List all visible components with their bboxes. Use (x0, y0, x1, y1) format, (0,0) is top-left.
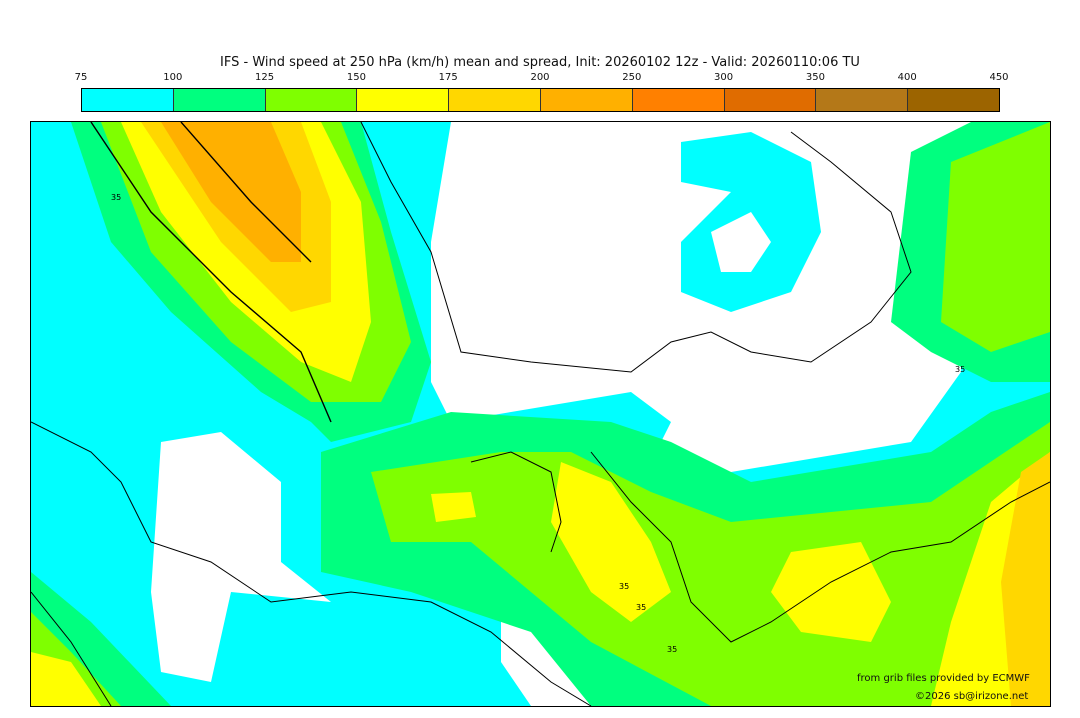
wind-region-200 (161, 122, 301, 262)
colorbar-tick-label: 75 (74, 72, 88, 83)
colorbar-tick-label: 450 (989, 72, 1009, 83)
wind-speed-map: 35 35 35 35 35 (30, 121, 1051, 707)
colorbar-tick-label: 250 (622, 72, 642, 83)
colorbar-swatch (540, 89, 633, 111)
colorbar-swatch (357, 89, 450, 111)
colorbar-tick-label: 400 (897, 72, 917, 83)
colorbar (81, 88, 1000, 112)
colorbar-tick-label: 150 (346, 72, 366, 83)
map-title: IFS - Wind speed at 250 hPa (km/h) mean … (220, 55, 860, 70)
colorbar-tick-label: 200 (530, 72, 550, 83)
contour-label: 35 (111, 193, 121, 202)
copyright: ©2026 sb@irizone.net (915, 691, 1029, 702)
colorbar-swatch (908, 89, 999, 111)
colorbar-tick-label: 100 (163, 72, 183, 83)
contour-label: 35 (667, 645, 677, 654)
colorbar-swatch (82, 89, 174, 111)
colorbar-swatch (816, 89, 909, 111)
colorbar-swatch (265, 89, 358, 111)
colorbar-tick-label: 125 (255, 72, 275, 83)
contour-label: 35 (955, 365, 965, 374)
colorbar-swatch (173, 89, 266, 111)
colorbar-swatch (449, 89, 541, 111)
colorbar-tick-label: 350 (805, 72, 825, 83)
colorbar-tick-label: 175 (438, 72, 458, 83)
colorbar-tick-label: 300 (714, 72, 734, 83)
colorbar-swatch (724, 89, 817, 111)
contour-label: 35 (619, 582, 629, 591)
colorbar-swatch (632, 89, 725, 111)
source-credit: from grib files provided by ECMWF (857, 673, 1030, 684)
contour-label: 35 (636, 603, 646, 612)
